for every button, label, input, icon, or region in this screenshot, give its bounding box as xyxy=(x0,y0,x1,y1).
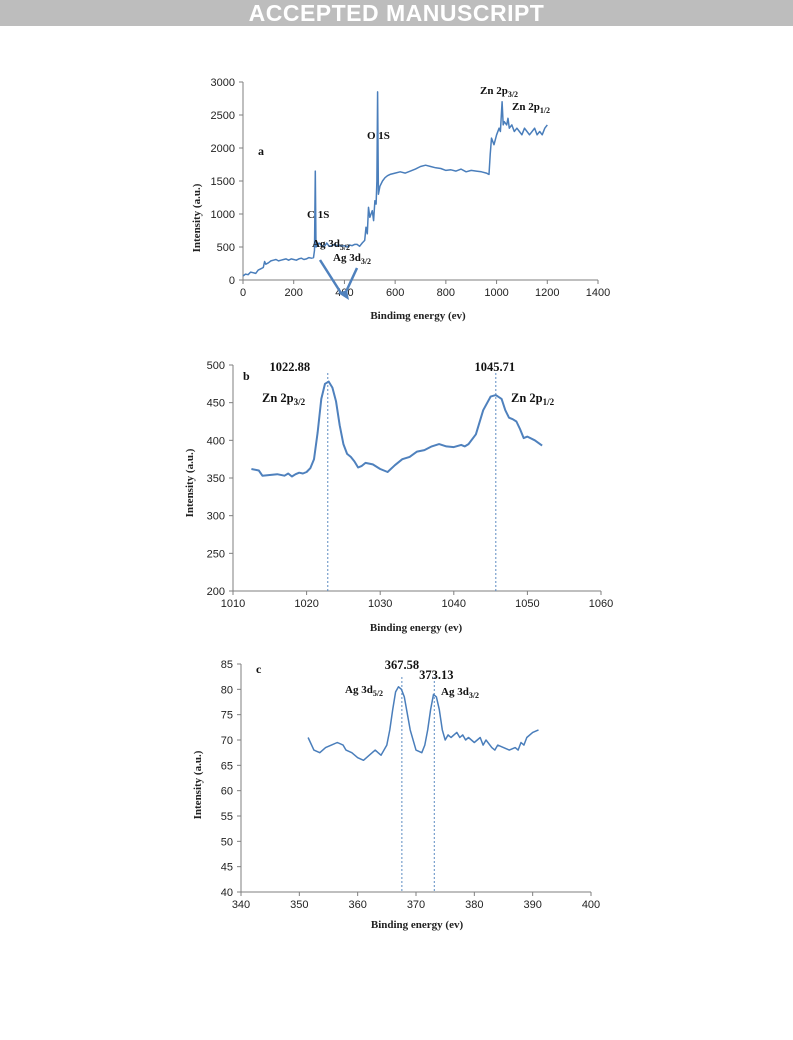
y-axis-title: Intensity (a.u.) xyxy=(184,448,196,517)
panel-letter-c: c xyxy=(256,662,262,676)
y-tick-label: 0 xyxy=(229,275,235,287)
y-tick-label: 450 xyxy=(207,398,225,410)
x-tick-label: 1060 xyxy=(589,598,613,610)
annotation-ag3d52: Ag 3d5/2 xyxy=(312,238,350,252)
x-tick-label: 340 xyxy=(232,899,250,911)
y-tick-label: 500 xyxy=(207,360,225,372)
survey-spectrum-line xyxy=(242,91,548,277)
x-tick-label: 380 xyxy=(465,899,483,911)
x-tick-label: 350 xyxy=(290,899,308,911)
xps-survey-chart: 0200400600800100012001400050010001500200… xyxy=(191,77,610,322)
x-tick-label: 1020 xyxy=(294,598,318,610)
x-tick-label: 200 xyxy=(285,287,303,299)
annotation-zn2p12: Zn 2p1/2 xyxy=(512,101,550,115)
y-tick-label: 3000 xyxy=(211,77,235,89)
annotation-ag3d32: Ag 3d3/2 xyxy=(333,252,371,266)
x-tick-label: 1000 xyxy=(484,287,508,299)
y-tick-label: 500 xyxy=(217,242,235,254)
annotation-zn2p32: Zn 2p3/2 xyxy=(480,85,518,99)
x-tick-label: 370 xyxy=(407,899,425,911)
arrow-ag3d52 xyxy=(318,259,343,294)
y-tick-label: 60 xyxy=(221,786,233,798)
ag3d-chart: 340 350 360 370 380 390 400 40 45 50 55 60 65 70 75 80 8… xyxy=(192,658,600,931)
annotation-o1s: O 1S xyxy=(367,130,390,142)
y-tick-label: 250 xyxy=(207,548,225,560)
zn2p-chart: 1010 1020 1030 1040 1050 1060 200 250 300 350 400 4… xyxy=(184,360,613,634)
y-tick-label: 80 xyxy=(221,684,233,696)
annotation-zn2p12: Zn 2p1/2 xyxy=(511,391,555,407)
y-tick-label: 200 xyxy=(207,586,225,598)
annotation-ag3d32: Ag 3d3/2 xyxy=(441,686,479,700)
x-tick-label: 1400 xyxy=(586,287,610,299)
y-tick-label: 1000 xyxy=(211,209,235,221)
y-tick-label: 45 xyxy=(221,862,233,874)
y-axis-title: Intensity (a.u.) xyxy=(192,750,204,819)
annotation-ag3d52: Ag 3d5/2 xyxy=(345,684,383,698)
y-tick-label: 55 xyxy=(221,811,233,823)
x-axis-title: Bindimg energy (ev) xyxy=(370,310,466,322)
x-tick-label: 1010 xyxy=(221,598,245,610)
x-tick-label: 600 xyxy=(386,287,404,299)
y-tick-label: 75 xyxy=(221,710,233,722)
peak-position-label: 373.13 xyxy=(419,668,453,682)
panel-letter-a: a xyxy=(258,144,264,158)
panel-letter-b: b xyxy=(243,369,250,383)
x-tick-label: 1050 xyxy=(515,598,539,610)
y-tick-label: 2000 xyxy=(211,143,235,155)
y-tick-label: 70 xyxy=(221,735,233,747)
peak-position-label: 1045.71 xyxy=(475,360,516,374)
accepted-manuscript-banner: ACCEPTED MANUSCRIPT xyxy=(0,0,793,26)
x-tick-label: 1030 xyxy=(368,598,392,610)
x-tick-label: 400 xyxy=(582,899,600,911)
x-axis-title: Binding energy (ev) xyxy=(371,919,464,931)
y-tick-label: 85 xyxy=(221,659,233,671)
x-tick-label: 360 xyxy=(348,899,366,911)
x-tick-label: 1040 xyxy=(442,598,466,610)
ag3d-spectrum-line xyxy=(307,686,539,762)
x-tick-label: 800 xyxy=(437,287,455,299)
y-tick-label: 350 xyxy=(207,473,225,485)
peak-position-label: 1022.88 xyxy=(269,360,310,374)
peak-position-label: 367.58 xyxy=(385,658,419,672)
y-tick-label: 300 xyxy=(207,511,225,523)
x-tick-label: 1200 xyxy=(535,287,559,299)
annotation-zn2p32: Zn 2p3/2 xyxy=(262,391,306,407)
arrow-head xyxy=(338,290,349,300)
x-tick-label: 390 xyxy=(523,899,541,911)
y-tick-label: 400 xyxy=(207,435,225,447)
x-axis-title: Binding energy (ev) xyxy=(370,622,463,634)
y-tick-label: 2500 xyxy=(211,110,235,122)
arrow-ag3d32 xyxy=(343,267,359,295)
zn2p-spectrum-line xyxy=(251,380,543,478)
x-tick-label: 0 xyxy=(240,287,246,299)
annotation-c1s: C 1S xyxy=(307,209,329,221)
y-axis-title: Intensity (a.u.) xyxy=(191,183,203,252)
y-tick-label: 65 xyxy=(221,760,233,772)
y-tick-label: 1500 xyxy=(211,176,235,188)
y-tick-label: 40 xyxy=(221,887,233,899)
y-tick-label: 50 xyxy=(221,836,233,848)
